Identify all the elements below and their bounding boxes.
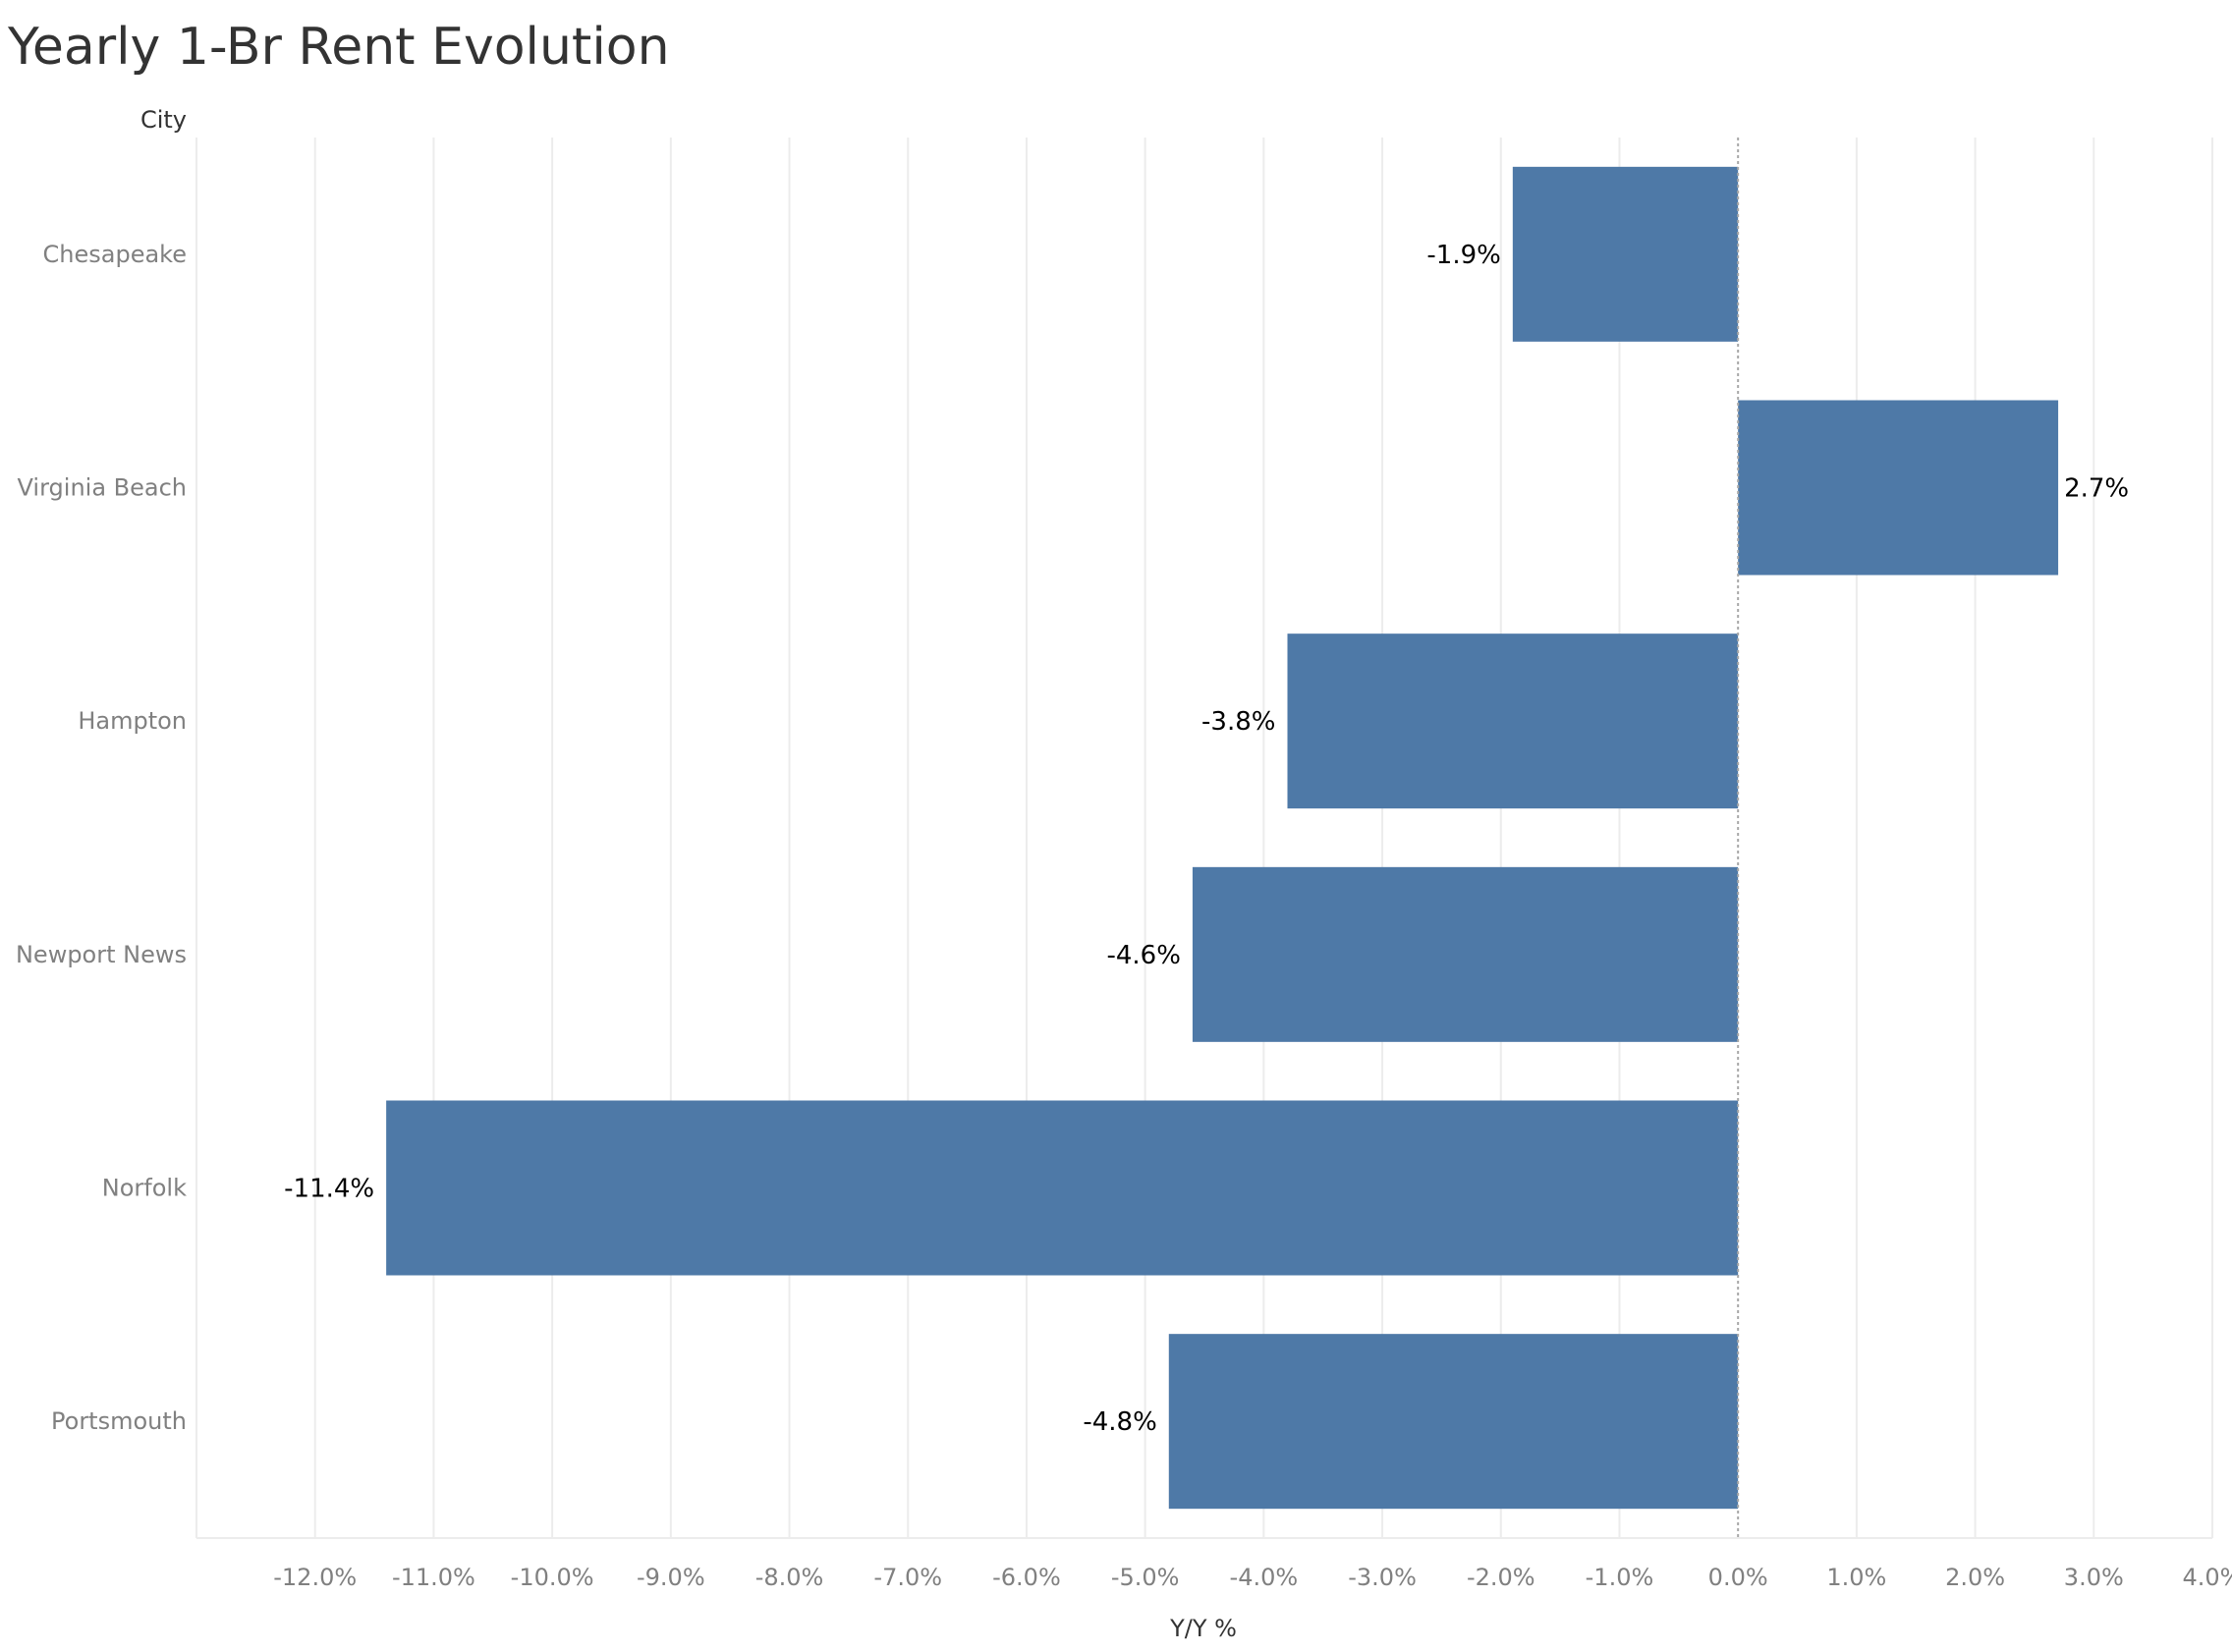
data-labels: -1.9% 2.7% -3.8% -4.6% -11.4% -4.8% — [284, 241, 2129, 1437]
x-tick-label: 0.0% — [1708, 1564, 1768, 1591]
bar-norfolk — [386, 1100, 1739, 1276]
bar-portsmouth — [1168, 1334, 1739, 1510]
x-tick-label: 1.0% — [1826, 1564, 1886, 1591]
x-tick-label: 4.0% — [2183, 1564, 2232, 1591]
category-label: Portsmouth — [51, 1407, 187, 1435]
bar-hampton — [1287, 633, 1739, 809]
category-label: Norfolk — [102, 1175, 187, 1202]
category-label: Virginia Beach — [18, 474, 187, 502]
x-axis-title: Y/Y % — [1169, 1615, 1237, 1642]
x-tick-label: -2.0% — [1467, 1564, 1535, 1591]
bar-virginia-beach — [1738, 400, 2059, 576]
data-label: 2.7% — [2064, 474, 2129, 504]
x-tick-labels: -12.0% -11.0% -10.0% -9.0% -8.0% -7.0% -6.0% -5… — [273, 1564, 2232, 1591]
x-tick-label: -4.0% — [1230, 1564, 1299, 1591]
row-header-city: City — [140, 106, 187, 134]
data-label: -11.4% — [284, 1175, 374, 1204]
x-tick-label: -10.0% — [511, 1564, 594, 1591]
x-tick-label: 2.0% — [1945, 1564, 2005, 1591]
x-tick-label: -9.0% — [637, 1564, 705, 1591]
bar-chesapeake — [1512, 166, 1739, 342]
category-labels: Chesapeake Virginia Beach Hampton Newport N… — [16, 241, 187, 1435]
chart-title: Yearly 1-Br Rent Evolution — [8, 18, 670, 77]
x-tick-label: -12.0% — [273, 1564, 357, 1591]
bars — [386, 166, 2059, 1510]
x-tick-label: -6.0% — [992, 1564, 1061, 1591]
data-label: -4.6% — [1106, 941, 1180, 970]
x-tick-label: -11.0% — [392, 1564, 475, 1591]
x-tick-label: -5.0% — [1111, 1564, 1180, 1591]
category-label: Chesapeake — [43, 241, 187, 268]
data-label: -4.8% — [1083, 1407, 1156, 1437]
category-label: Newport News — [16, 941, 187, 968]
data-label: -1.9% — [1426, 241, 1500, 270]
x-tick-label: -8.0% — [755, 1564, 824, 1591]
bar-newport-news — [1192, 866, 1739, 1042]
grid-lines — [195, 138, 2213, 1539]
x-tick-label: -7.0% — [873, 1564, 942, 1591]
data-label: -3.8% — [1201, 707, 1275, 737]
category-label: Hampton — [78, 707, 187, 735]
x-tick-label: -3.0% — [1348, 1564, 1417, 1591]
x-tick-label: 3.0% — [2064, 1564, 2124, 1591]
x-tick-label: -1.0% — [1586, 1564, 1654, 1591]
